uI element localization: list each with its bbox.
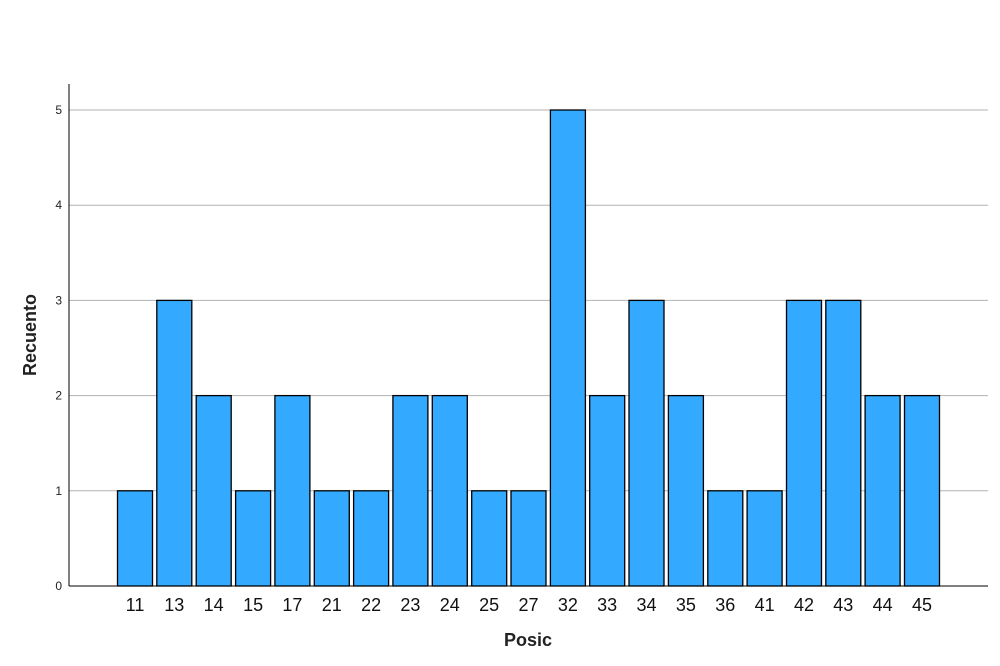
bar-41 bbox=[746, 490, 783, 587]
bars bbox=[116, 109, 941, 587]
x-tick-labels: 11 13 14 15 17 21 22 23 24 25 27 32 33 34 35 36 41 42 43 44… bbox=[126, 595, 932, 615]
bar-15 bbox=[234, 490, 272, 587]
bar-35 bbox=[667, 394, 705, 587]
x-axis-title: Posic bbox=[504, 630, 552, 650]
bar-42 bbox=[785, 299, 823, 587]
x-tick-label: 45 bbox=[912, 595, 932, 615]
y-tick-labels: 0 1 2 3 4 5 bbox=[55, 103, 62, 593]
x-tick-label: 33 bbox=[597, 595, 617, 615]
bar-17 bbox=[274, 394, 311, 587]
bar-13 bbox=[156, 299, 193, 587]
bar-21 bbox=[313, 490, 350, 587]
bar-45 bbox=[903, 394, 941, 587]
y-axis-title: Recuento bbox=[20, 294, 40, 376]
y-tick-label: 1 bbox=[55, 484, 62, 498]
x-tick-label: 25 bbox=[479, 595, 499, 615]
x-tick-label: 43 bbox=[833, 595, 853, 615]
x-tick-label: 35 bbox=[676, 595, 696, 615]
x-tick-label: 24 bbox=[440, 595, 460, 615]
x-tick-label: 23 bbox=[400, 595, 420, 615]
bar-36 bbox=[707, 490, 744, 587]
x-tick-label: 17 bbox=[282, 595, 302, 615]
y-tick-label: 5 bbox=[55, 103, 62, 117]
bar-43 bbox=[825, 299, 862, 587]
x-tick-label: 15 bbox=[243, 595, 263, 615]
bar-25 bbox=[471, 490, 508, 587]
bar-11 bbox=[116, 490, 154, 587]
x-tick-label: 13 bbox=[164, 595, 184, 615]
x-tick-label: 41 bbox=[755, 595, 775, 615]
bar-34 bbox=[628, 299, 665, 587]
y-tick-label: 0 bbox=[55, 579, 62, 593]
bar-22 bbox=[352, 490, 390, 587]
x-tick-label: 44 bbox=[873, 595, 893, 615]
bar-32 bbox=[549, 109, 587, 587]
bar-44 bbox=[864, 394, 901, 587]
axes bbox=[68, 84, 988, 587]
y-tick-label: 2 bbox=[55, 389, 62, 403]
x-tick-label: 32 bbox=[558, 595, 578, 615]
x-tick-label: 11 bbox=[126, 595, 145, 615]
x-tick-label: 36 bbox=[715, 595, 735, 615]
y-tick-label: 4 bbox=[55, 198, 62, 212]
bar-27 bbox=[510, 490, 547, 587]
x-tick-label: 14 bbox=[204, 595, 224, 615]
x-tick-label: 21 bbox=[322, 595, 342, 615]
bar-24 bbox=[431, 394, 468, 587]
bar-14 bbox=[195, 394, 232, 587]
x-tick-label: 22 bbox=[361, 595, 381, 615]
x-tick-label: 34 bbox=[636, 595, 656, 615]
bar-33 bbox=[589, 394, 626, 587]
bar-23 bbox=[392, 394, 429, 587]
x-tick-label: 27 bbox=[518, 595, 538, 615]
y-tick-label: 3 bbox=[55, 293, 62, 307]
x-tick-label: 42 bbox=[794, 595, 814, 615]
